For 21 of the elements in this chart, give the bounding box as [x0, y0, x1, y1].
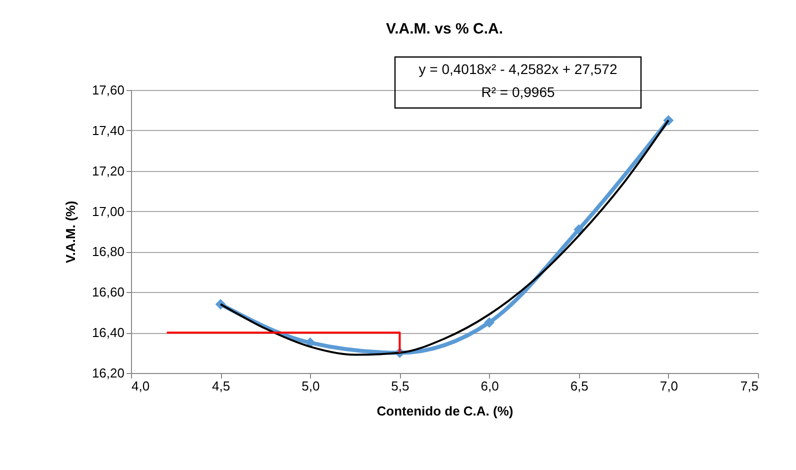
x-tick-label: 4,0: [132, 378, 150, 394]
y-tick-label: 16,20: [92, 366, 124, 380]
y-tick-label: 17,40: [92, 122, 124, 138]
text: y = 0,4018x² - 4,2582x + 27,572: [418, 61, 618, 77]
y-tick-label: 16,40: [92, 325, 124, 340]
y-tick-label: 16,60: [92, 284, 124, 300]
x-axis-title: Contenido de C.A. (%): [376, 404, 514, 418]
x-tick-label: 6,0: [480, 378, 499, 394]
x-tick-label: 4,5: [212, 378, 230, 394]
chart-title: V.A.M. vs % C.A.: [386, 20, 503, 38]
x-tick-label: 7,0: [660, 378, 678, 394]
y-tick-label: 17,60: [92, 82, 124, 98]
x-tick-label: 6,5: [570, 378, 588, 394]
y-axis-title: V.A.M. (%): [62, 200, 78, 264]
annotation: R² = 0,9965: [481, 84, 555, 100]
x-tick-label: 5,5: [391, 378, 410, 394]
y-tick-label: 16,80: [92, 244, 124, 260]
y-tick-label: 17,00: [92, 204, 124, 219]
x-tick-label: 5,0: [302, 378, 320, 394]
x-tick-label: 7,5: [740, 378, 758, 394]
y-tick-label: 17,20: [92, 163, 124, 178]
